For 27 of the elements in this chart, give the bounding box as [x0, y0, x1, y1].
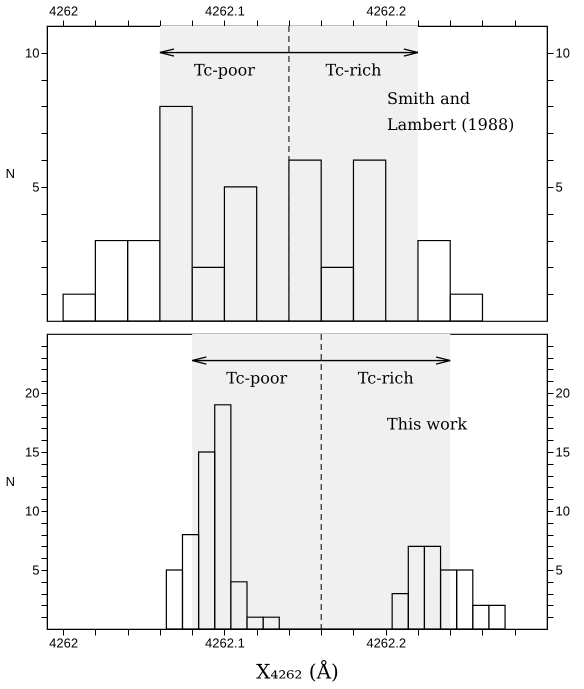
y2-tick-label: 10: [556, 45, 570, 60]
x-tick-label: 4262: [49, 636, 78, 650]
y-tick-label: 5: [32, 562, 40, 578]
annotation: Smith and Lambert (1988): [387, 88, 514, 134]
x-tick-label: 4262.1: [205, 4, 245, 18]
y-tick-label: 15: [25, 444, 40, 460]
band-label: Tc-rich: [326, 60, 382, 80]
x-tick-label: 4262: [49, 4, 78, 18]
x-tick-label: 4262.2: [366, 636, 406, 650]
y2-tick-label: 5: [556, 562, 563, 578]
y-tick-label: 20: [25, 386, 40, 400]
x-tick-label: 4262.2: [366, 4, 406, 18]
y2-tick-label: 20: [556, 386, 570, 400]
y-axis-title: N: [6, 166, 16, 181]
y-axis-title: N: [6, 474, 16, 489]
band-label: Tc-poor: [226, 368, 288, 388]
band-label: Tc-rich: [358, 368, 414, 388]
x-tick-label: 4262.1: [205, 636, 245, 650]
y2-tick-label: 10: [556, 504, 570, 518]
band-label: Tc-poor: [194, 60, 256, 80]
y2-tick-label: 15: [556, 444, 570, 460]
y-tick-label: 5: [32, 179, 40, 194]
y-tick-label: 10: [25, 45, 40, 60]
x-axis-title: X₄₂₆₂ (Å): [256, 660, 339, 684]
y-tick-label: 10: [25, 504, 40, 518]
annotation: This work: [387, 414, 468, 434]
y2-tick-label: 5: [556, 179, 563, 194]
